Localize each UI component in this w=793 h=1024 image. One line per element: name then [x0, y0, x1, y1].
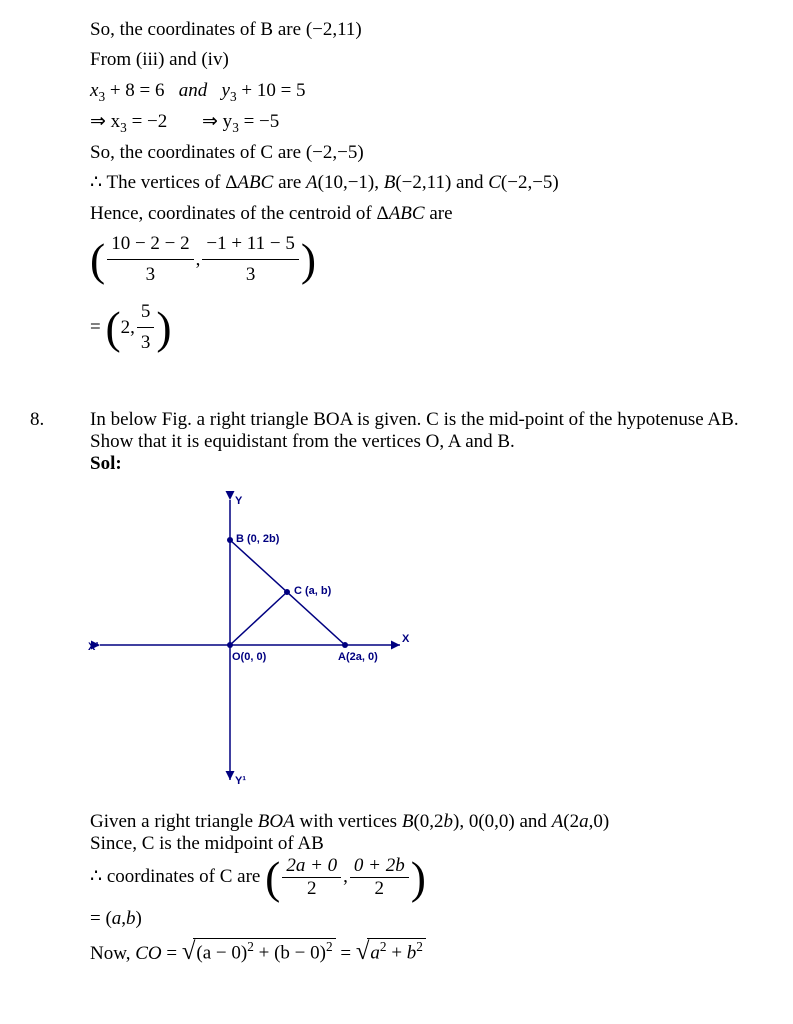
diagram-label-c: C (a, b) — [294, 585, 332, 597]
since-line: Since, C is the midpoint of AB — [90, 833, 763, 855]
line-coords-c: So, the coordinates of C are (−2,−5) — [90, 138, 763, 168]
line-coords-b: So, the coordinates of B are (−2,11) — [90, 15, 763, 45]
question-8: 8. In below Fig. a right triangle BOA is… — [30, 409, 763, 966]
solution-part-1: So, the coordinates of B are (−2,11) Fro… — [90, 15, 763, 359]
diagram-label-y1: Y¹ — [235, 775, 246, 787]
line-hence: Hence, coordinates of the centroid of ΔA… — [90, 199, 763, 229]
coords-c-result: = (a,b) — [90, 908, 763, 930]
sol-label: Sol: — [90, 453, 763, 475]
line-equations-1: x3 + 8 = 6 and y3 + 10 = 5 — [90, 76, 763, 107]
diagram-label-x: X — [402, 633, 410, 645]
diagram-label-o: O(0, 0) — [232, 651, 267, 663]
co-distance: Now, CO = √(a − 0)2 + (b − 0)2 = √a2 + b… — [90, 938, 763, 966]
centroid-result: = ( 2, 53 ) — [90, 297, 763, 359]
centroid-expression: ( 10 − 2 − 23 , −1 + 11 − 53 ) — [90, 229, 763, 291]
question-body: In below Fig. a right triangle BOA is gi… — [90, 409, 763, 966]
triangle-diagram: B (0, 2b) C (a, b) O(0, 0) A(2a, 0) X X¹… — [80, 490, 763, 796]
line-equations-2: ⇒ x3 = −2 ⇒ y3 = −5 — [90, 107, 763, 138]
question-text-1: In below Fig. a right triangle BOA is gi… — [90, 409, 763, 431]
line-from: From (iii) and (iv) — [90, 45, 763, 75]
diagram-label-a: A(2a, 0) — [338, 651, 378, 663]
diagram-label-x1: X¹ — [88, 641, 99, 653]
coords-c-expr: ∴ coordinates of C are ( 2a + 02 , 0 + 2… — [90, 855, 763, 900]
diagram-label-y: Y — [235, 495, 243, 507]
line-vertices: ∴ The vertices of ΔABC are A(10,−1), B(−… — [90, 168, 763, 198]
question-text-2: Show that it is equidistant from the ver… — [90, 431, 763, 453]
given-line: Given a right triangle BOA with vertices… — [90, 811, 763, 833]
diagram-label-b: B (0, 2b) — [236, 533, 280, 545]
